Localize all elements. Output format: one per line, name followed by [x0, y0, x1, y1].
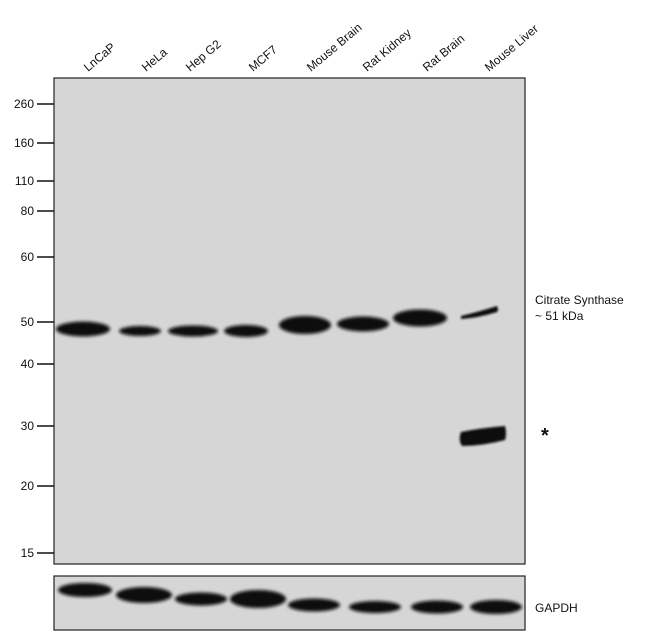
band: [230, 590, 286, 608]
band: [470, 600, 522, 614]
band: [279, 316, 331, 334]
band: [58, 583, 112, 597]
band: [224, 325, 268, 337]
nonspecific-asterisk: *: [541, 425, 549, 447]
loading-control-label: GAPDH: [535, 601, 578, 615]
gapdh-bands: [58, 583, 522, 614]
band: [288, 598, 340, 612]
mw-marker-label: 110: [15, 174, 34, 188]
nonspecific-band: [459, 426, 506, 446]
band: [461, 306, 498, 319]
band: [337, 316, 389, 332]
target-bands: [56, 306, 498, 337]
mw-marker-label: 80: [21, 204, 35, 218]
mw-marker-label: 60: [21, 250, 35, 264]
mw-marker-label: 30: [21, 419, 35, 433]
mw-marker-label: 260: [14, 97, 34, 111]
mw-marker-label: 160: [14, 136, 34, 150]
band: [119, 326, 161, 336]
mw-marker-label: 20: [21, 479, 35, 493]
lane-label: Rat Kidney: [360, 26, 414, 74]
mw-markers: 260 160 110 80 60 50 40 30 20 15: [14, 97, 34, 560]
band: [56, 321, 110, 337]
band: [349, 601, 401, 613]
lane-labels: LnCaP HeLa Hep G2 MCF7 Mouse Brain Rat K…: [81, 20, 541, 74]
mw-marker-label: 15: [21, 546, 35, 560]
lane-label: Hep G2: [183, 37, 224, 75]
lane-label: LnCaP: [81, 40, 118, 74]
band: [116, 587, 172, 603]
mw-marker-label: 40: [21, 357, 35, 371]
band: [168, 325, 218, 337]
target-size-label: ~ 51 kDa: [535, 309, 584, 323]
mw-marker-label: 50: [21, 315, 35, 329]
lane-label: MCF7: [246, 42, 280, 74]
target-name-label: Citrate Synthase: [535, 293, 624, 307]
band: [175, 592, 227, 606]
mw-marker-ticks: [37, 103, 54, 554]
lane-label: Mouse Brain: [304, 20, 365, 74]
lane-label: HeLa: [139, 45, 170, 74]
band: [393, 309, 447, 327]
lane-label: Rat Brain: [420, 31, 467, 74]
lane-label: Mouse Liver: [482, 22, 541, 75]
band: [411, 600, 463, 614]
